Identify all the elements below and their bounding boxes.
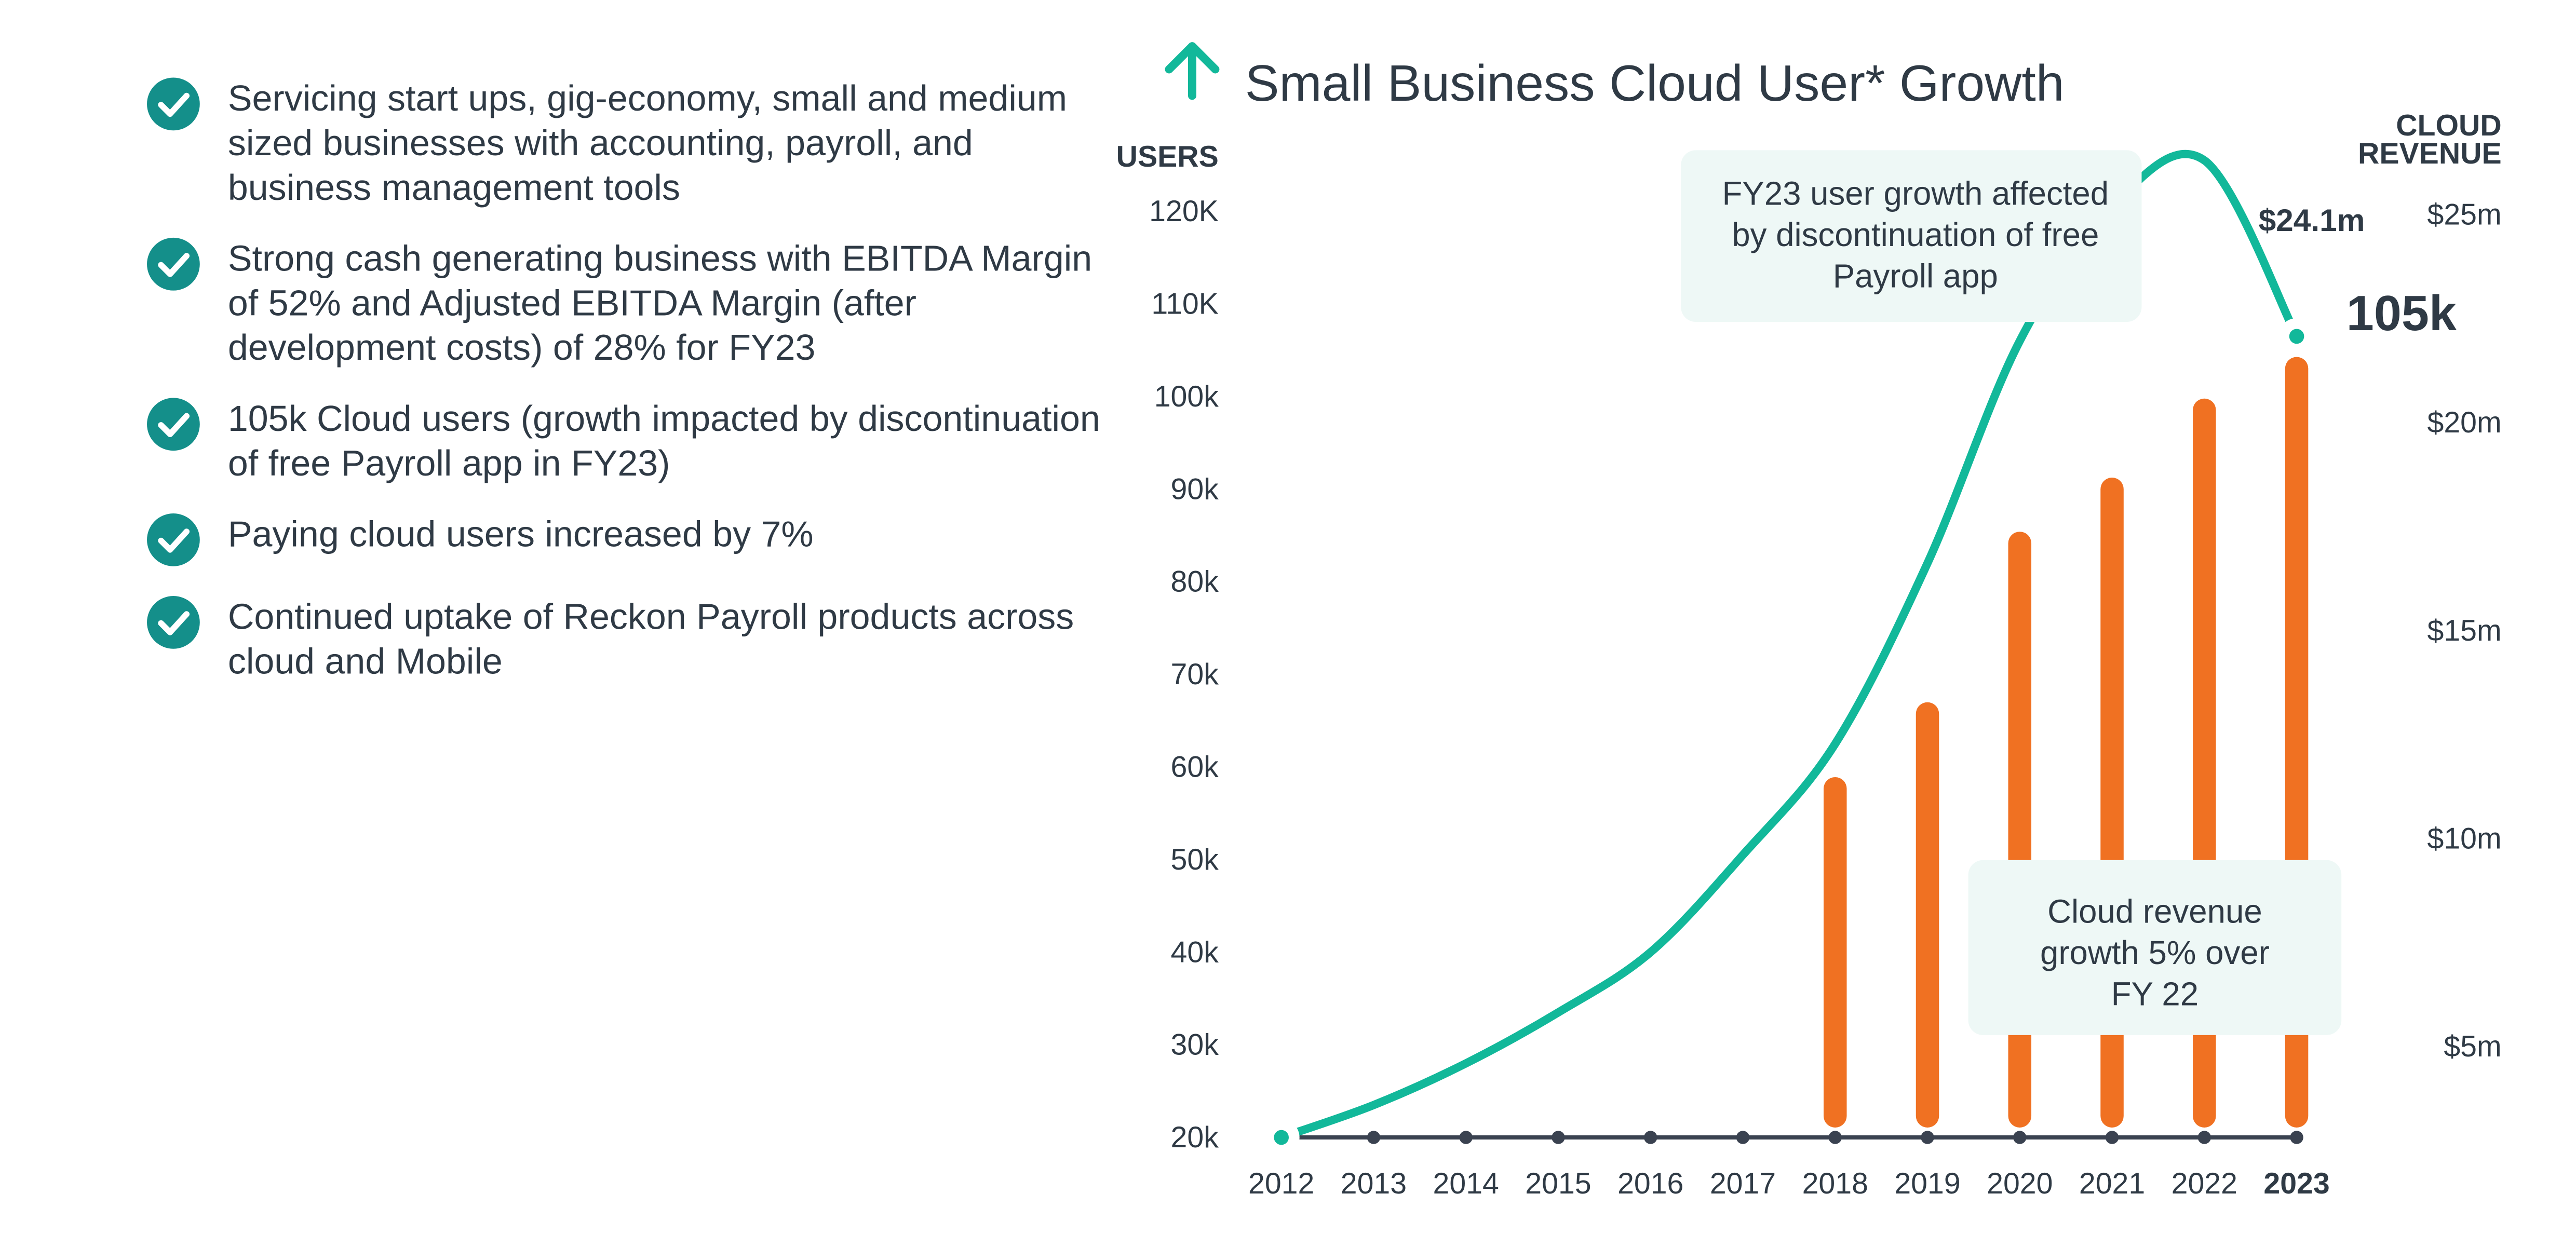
- x-tick-label: 2012: [1248, 1167, 1314, 1200]
- bullet-item: 105k Cloud users (growth impacted by dis…: [145, 396, 1103, 485]
- arrow-up-icon: [1165, 42, 1220, 100]
- x-axis-dot: [2013, 1131, 2027, 1144]
- y-right-tick-label: $20m: [2427, 406, 2502, 439]
- x-tick-label: 2013: [1341, 1167, 1407, 1200]
- check-circle-icon: [147, 595, 200, 649]
- bullet-list: Servicing start ups, gig-economy, small …: [145, 76, 1103, 710]
- annotation-revenue-growth: Cloud revenue growth 5% over FY 22: [1968, 860, 2342, 1035]
- x-tick-label: 2014: [1433, 1167, 1499, 1200]
- annotation-line: FY 22: [2111, 976, 2199, 1013]
- y-right-axis-title-line2: REVENUE: [2358, 137, 2502, 170]
- x-axis-dot: [1644, 1131, 1657, 1144]
- y-left-tick-label: 50k: [1171, 843, 1219, 876]
- check-circle-icon: [147, 237, 200, 291]
- y-right-tick-label: $15m: [2427, 614, 2502, 647]
- y-left-tick-label: 30k: [1171, 1028, 1219, 1062]
- y-left-tick-label: 70k: [1171, 658, 1219, 691]
- y-left-tick-label: 120K: [1149, 195, 1219, 228]
- annotation-line: FY23 user growth affected: [1722, 175, 2109, 212]
- x-tick-label: 2016: [1617, 1167, 1683, 1200]
- x-tick-label: 2023: [2263, 1167, 2329, 1200]
- x-axis-dot: [2290, 1131, 2303, 1144]
- x-tick-label: 2015: [1525, 1167, 1591, 1200]
- y-right-tick-label: $5m: [2444, 1030, 2501, 1063]
- bullet-text: Paying cloud users increased by 7%: [227, 513, 814, 555]
- y-left-tick-label: 40k: [1171, 935, 1219, 969]
- bullet-item: Continued uptake of Reckon Payroll produ…: [145, 594, 1103, 684]
- x-ticks: 2012 2013 2014 2015 2016 2017 2018 2019 2020 2021…: [1248, 1167, 2330, 1200]
- y-left-tick-label: 80k: [1171, 565, 1219, 599]
- y-left-ticks: 20k 30k 40k 50k 60k 70k 80k 90k 100k 110K 120K: [1149, 195, 1219, 1154]
- line-marker: [2289, 329, 2304, 344]
- annotation-line: Payroll app: [1833, 257, 1998, 294]
- x-axis-dot: [2197, 1131, 2211, 1144]
- annotation-user-growth: FY23 user growth affected by discontinua…: [1681, 150, 2142, 322]
- bullet-item: Paying cloud users increased by 7%: [145, 512, 1103, 568]
- y-left-tick-label: 110K: [1151, 288, 1218, 321]
- annotation-line: growth 5% over: [2040, 934, 2270, 971]
- x-axis-dot: [1459, 1131, 1473, 1144]
- x-tick-label: 2022: [2172, 1167, 2237, 1200]
- users-end-label: 105k: [2346, 286, 2457, 341]
- x-axis-dot: [1552, 1131, 1565, 1144]
- revenue-end-label: $24.1m: [2259, 202, 2365, 238]
- x-tick-label: 2021: [2079, 1167, 2145, 1200]
- x-axis-dot: [1736, 1131, 1750, 1144]
- line-marker: [1274, 1130, 1289, 1145]
- x-axis-dot: [1367, 1131, 1381, 1144]
- check-circle-icon: [147, 398, 200, 451]
- bullet-item: Servicing start ups, gig-economy, small …: [145, 76, 1103, 210]
- y-right-ticks: $5m $10m $15m $20m $25m: [2427, 198, 2502, 1063]
- annotation-line: Cloud revenue: [2047, 893, 2262, 930]
- x-tick-label: 2020: [1987, 1167, 2053, 1200]
- y-left-tick-label: 100k: [1154, 380, 1219, 413]
- chart-title: Small Business Cloud User* Growth: [1245, 55, 2065, 112]
- check-circle-icon: [147, 513, 200, 566]
- bullet-text: Continued uptake of Reckon Payroll produ…: [227, 595, 1074, 682]
- bullet-text: 105k Cloud users (growth impacted by dis…: [227, 398, 1100, 484]
- y-right-tick-label: $10m: [2427, 822, 2502, 856]
- y-right-tick-label: $25m: [2427, 198, 2502, 231]
- line-markers: [1263, 318, 2315, 1156]
- bullet-text: Servicing start ups, gig-economy, small …: [227, 77, 1068, 208]
- y-right-axis-title-line1: CLOUD: [2396, 109, 2501, 142]
- x-tick-label: 2018: [1802, 1167, 1868, 1200]
- bullet-text: Strong cash generating business with EBI…: [227, 237, 1093, 369]
- x-axis-dot: [1921, 1131, 1934, 1144]
- y-left-axis-title: USERS: [1116, 140, 1219, 173]
- x-axis-dot: [1828, 1131, 1842, 1144]
- x-tick-label: 2017: [1710, 1167, 1776, 1200]
- y-left-tick-label: 20k: [1171, 1121, 1219, 1154]
- annotation-line: by discontinuation of free: [1732, 216, 2099, 253]
- y-left-tick-label: 60k: [1171, 751, 1219, 784]
- x-axis-dot: [2105, 1131, 2119, 1144]
- check-circle-icon: [147, 77, 200, 131]
- y-left-tick-label: 90k: [1171, 472, 1219, 506]
- bullet-item: Strong cash generating business with EBI…: [145, 236, 1103, 370]
- x-tick-label: 2019: [1894, 1167, 1960, 1200]
